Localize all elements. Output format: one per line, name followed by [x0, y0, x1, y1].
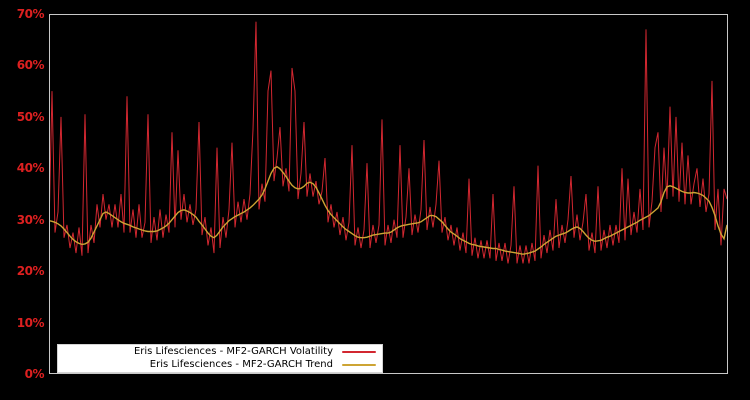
y-tick-label-30: 30% [16, 213, 45, 227]
legend-entry-volatility: Eris Lifesciences - MF2-GARCH Volatility [58, 346, 376, 358]
volatility-series-line [49, 21, 728, 264]
y-tick-label-60: 60% [16, 58, 45, 72]
y-tick-label-50: 50% [16, 110, 45, 124]
y-tick-label-20: 20% [16, 264, 45, 278]
plot-border [49, 14, 728, 374]
volatility-line-swatch [342, 351, 376, 353]
y-tick-label-40: 40% [16, 161, 45, 175]
y-tick-label-0: 0% [24, 367, 45, 381]
trend-series-line [49, 165, 728, 255]
trend-line-swatch [342, 364, 376, 366]
y-tick-label-10: 10% [16, 316, 45, 330]
plot-area-svg [49, 14, 728, 374]
legend-box: Eris Lifesciences - MF2-GARCH Volatility… [57, 344, 383, 373]
legend-label-volatility: Eris Lifesciences - MF2-GARCH Volatility [133, 346, 333, 357]
plot-area [49, 14, 728, 374]
y-tick-label-70: 70% [16, 7, 45, 21]
legend-entry-trend: Eris Lifesciences - MF2-GARCH Trend [58, 359, 376, 371]
legend-label-trend: Eris Lifesciences - MF2-GARCH Trend [149, 359, 333, 370]
